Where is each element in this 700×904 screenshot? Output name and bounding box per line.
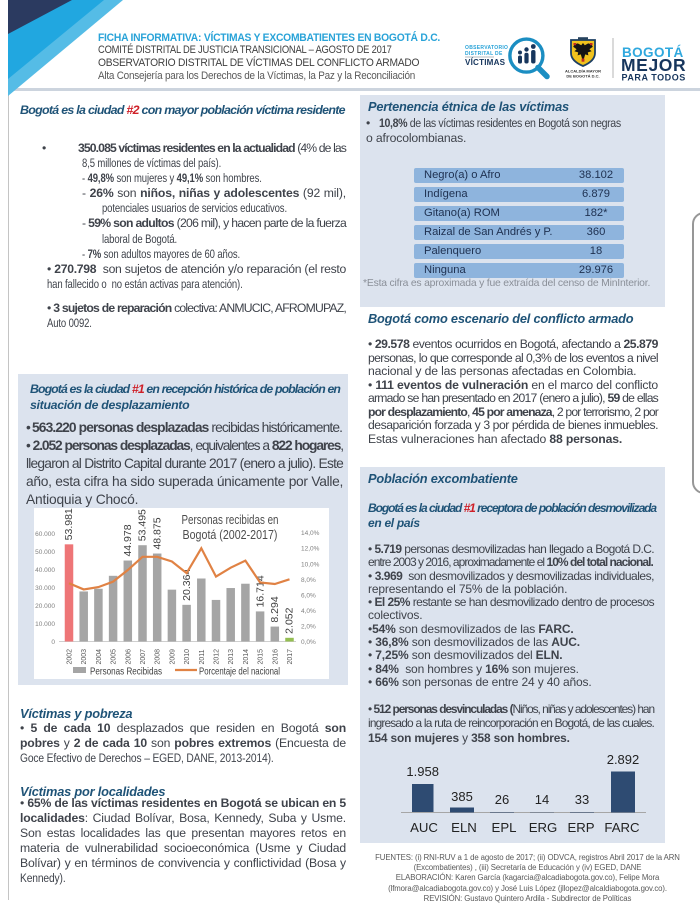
svg-text:2003: 2003 bbox=[81, 649, 88, 665]
svg-text:8.294: 8.294 bbox=[269, 596, 281, 622]
svg-text:2005: 2005 bbox=[111, 649, 118, 665]
svg-text:ERG: ERG bbox=[529, 820, 558, 835]
svg-text:Bogotá (2002-2017): Bogotá (2002-2017) bbox=[183, 527, 278, 542]
svg-text:2004: 2004 bbox=[96, 649, 103, 665]
svg-text:385: 385 bbox=[451, 789, 473, 804]
svg-text:2002: 2002 bbox=[67, 649, 74, 665]
svg-text:12,0%: 12,0% bbox=[301, 546, 320, 553]
svg-text:Porcentaje del nacional: Porcentaje del nacional bbox=[199, 666, 280, 678]
svg-text:EPL: EPL bbox=[492, 820, 517, 835]
svg-text:DE BOGOTÁ D.C.: DE BOGOTÁ D.C. bbox=[566, 74, 599, 79]
svg-text:4,0%: 4,0% bbox=[301, 608, 316, 615]
svg-text:2017: 2017 bbox=[287, 649, 294, 665]
svg-text:2006: 2006 bbox=[125, 649, 132, 665]
svg-text:2015: 2015 bbox=[258, 649, 265, 665]
svg-text:2010: 2010 bbox=[184, 649, 191, 665]
svg-text:2007: 2007 bbox=[140, 649, 147, 665]
svg-text:20.000: 20.000 bbox=[35, 603, 55, 610]
svg-text:2012: 2012 bbox=[214, 649, 221, 665]
svg-text:10,0%: 10,0% bbox=[301, 561, 320, 568]
svg-text:33: 33 bbox=[575, 792, 589, 807]
svg-text:2011: 2011 bbox=[199, 649, 206, 664]
svg-text:1.958: 1.958 bbox=[406, 764, 439, 779]
svg-text:2013: 2013 bbox=[228, 649, 235, 665]
svg-text:50.000: 50.000 bbox=[35, 549, 55, 556]
svg-text:30.000: 30.000 bbox=[35, 585, 55, 592]
svg-text:2009: 2009 bbox=[169, 649, 176, 665]
svg-text:Personas Recibidas: Personas Recibidas bbox=[90, 666, 162, 678]
svg-text:FARC: FARC bbox=[604, 820, 640, 835]
svg-text:2.892: 2.892 bbox=[607, 752, 640, 767]
svg-text:VÍCTIMAS: VÍCTIMAS bbox=[465, 58, 506, 67]
svg-text:2.052: 2.052 bbox=[284, 607, 296, 633]
svg-text:44.978: 44.978 bbox=[122, 524, 134, 556]
svg-text:PARA TODOS: PARA TODOS bbox=[622, 73, 686, 83]
svg-text:2016: 2016 bbox=[272, 649, 279, 665]
svg-text:8,0%: 8,0% bbox=[301, 577, 316, 584]
svg-text:0,0%: 0,0% bbox=[301, 639, 316, 646]
svg-text:ERP: ERP bbox=[567, 820, 594, 835]
svg-text:10.000: 10.000 bbox=[35, 621, 55, 628]
svg-text:14,0%: 14,0% bbox=[301, 530, 320, 537]
svg-text:40.000: 40.000 bbox=[35, 567, 55, 574]
svg-text:53.495: 53.495 bbox=[137, 509, 149, 541]
svg-text:2014: 2014 bbox=[243, 649, 250, 665]
svg-text:6,0%: 6,0% bbox=[301, 592, 316, 599]
svg-text:16.714: 16.714 bbox=[254, 575, 266, 607]
svg-text:60.000: 60.000 bbox=[35, 531, 55, 538]
svg-text:AUC: AUC bbox=[410, 820, 438, 835]
svg-text:26: 26 bbox=[495, 792, 509, 807]
svg-text:48.875: 48.875 bbox=[151, 517, 163, 549]
svg-text:0: 0 bbox=[51, 639, 55, 646]
svg-text:53.981: 53.981 bbox=[63, 508, 75, 540]
svg-text:2008: 2008 bbox=[155, 649, 162, 665]
svg-text:ELN: ELN bbox=[451, 820, 477, 835]
svg-text:2,0%: 2,0% bbox=[301, 623, 316, 630]
svg-text:DISTRITAL DE: DISTRITAL DE bbox=[465, 51, 503, 57]
svg-text:Personas recibidas en: Personas recibidas en bbox=[182, 512, 279, 527]
svg-text:14: 14 bbox=[535, 792, 549, 807]
